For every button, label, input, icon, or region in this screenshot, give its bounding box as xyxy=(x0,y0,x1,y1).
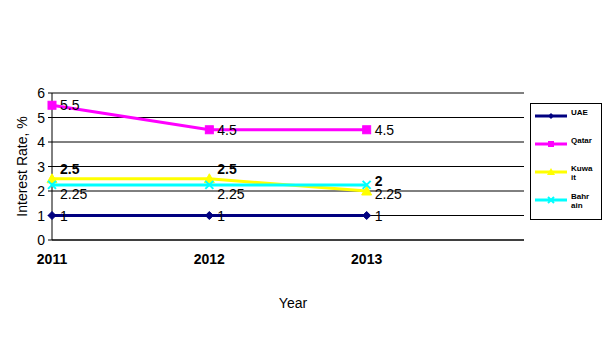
x-axis-title: Year xyxy=(279,295,308,311)
y-tick-label: 6 xyxy=(37,85,45,101)
legend-label: Qatar xyxy=(571,136,593,145)
point xyxy=(363,181,371,189)
legend-item: Bahrain xyxy=(531,192,601,220)
legend-marker xyxy=(547,168,555,175)
legend-swatch xyxy=(533,164,569,180)
legend-marker xyxy=(548,113,554,119)
point xyxy=(48,101,56,109)
point xyxy=(48,212,56,220)
point xyxy=(205,212,213,220)
y-tick-label: 2 xyxy=(37,183,45,199)
y-tick xyxy=(48,117,52,118)
legend-marker xyxy=(548,197,554,203)
data-label: 2.25 xyxy=(217,186,244,202)
y-axis-title: Interest Rate, % xyxy=(14,116,30,216)
data-label: 2.25 xyxy=(60,186,87,202)
data-label: 2.5 xyxy=(217,161,237,177)
legend-item: Kuwait xyxy=(531,164,601,192)
data-label: 1 xyxy=(60,208,68,224)
y-tick-label: 1 xyxy=(37,208,45,224)
x-tick-label: 2012 xyxy=(194,251,225,267)
y-tick-label: 5 xyxy=(37,110,45,126)
y-tick xyxy=(48,142,52,143)
plot-area xyxy=(47,101,372,219)
point xyxy=(205,126,213,134)
point xyxy=(205,181,213,189)
legend-item: Qatar xyxy=(531,136,601,164)
y-tick-label: 0 xyxy=(37,232,45,248)
data-label: 1 xyxy=(375,208,383,224)
grid-line xyxy=(52,142,524,143)
y-tick xyxy=(48,93,52,94)
legend-marker xyxy=(548,141,554,147)
y-tick xyxy=(48,240,52,241)
point xyxy=(363,126,371,134)
chart: {"chart_data": {"type": "line", "y_label… xyxy=(0,0,605,340)
x-tick-label: 2013 xyxy=(351,251,382,267)
data-label: 1 xyxy=(217,208,225,224)
data-label: 4.5 xyxy=(375,122,395,138)
legend-label: Kuwait xyxy=(571,164,593,182)
x-axis xyxy=(52,240,524,241)
point xyxy=(363,212,371,220)
grid-line xyxy=(52,93,524,94)
grid-line xyxy=(52,215,524,216)
x-tick-label: 2011 xyxy=(37,251,68,267)
point xyxy=(48,181,56,189)
y-tick xyxy=(48,191,52,192)
legend-label: UAE xyxy=(571,108,593,117)
legend-item: UAE xyxy=(531,108,601,136)
data-label: 2.25 xyxy=(375,186,402,202)
y-tick xyxy=(48,166,52,167)
grid-line xyxy=(52,191,524,192)
legend-swatch xyxy=(533,192,569,208)
y-tick-label: 4 xyxy=(37,134,45,150)
grid-line xyxy=(52,166,524,167)
y-tick-label: 3 xyxy=(37,159,45,175)
grid-line xyxy=(52,240,524,241)
data-label: 4.5 xyxy=(217,122,237,138)
legend-swatch xyxy=(533,136,569,152)
data-label: 2.5 xyxy=(60,161,80,177)
legend: UAE Qatar Kuwait Bahrain xyxy=(530,103,602,220)
legend-swatch xyxy=(533,108,569,124)
legend-label: Bahrain xyxy=(571,192,593,210)
data-label: 5.5 xyxy=(60,97,80,113)
